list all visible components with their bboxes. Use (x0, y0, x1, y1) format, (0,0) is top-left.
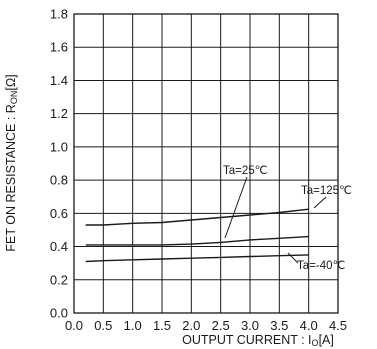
y-tick-label: 0.0 (50, 306, 68, 321)
y-tick-label: 1.0 (50, 139, 68, 154)
y-axis-label: FET ON RESISTANCE : RON[Ω] (4, 74, 19, 251)
y-tick-label: 1.8 (50, 7, 68, 22)
x-tick-label: 3.0 (241, 318, 259, 333)
y-tick-label: 0.2 (50, 272, 68, 287)
y-tick-label: 1.6 (50, 40, 68, 55)
x-tick-label: 2.0 (182, 318, 200, 333)
y-tick-label: 0.4 (50, 239, 68, 254)
x-tick-label: 1.0 (124, 318, 142, 333)
x-tick-label: 0.5 (94, 318, 112, 333)
x-tick-label: 4.5 (329, 318, 347, 333)
x-tick-label: 4.0 (300, 318, 318, 333)
annotation-ta-minus-40: Ta=-40℃ (297, 260, 345, 272)
x-tick-label: 3.5 (270, 318, 288, 333)
leader-ta-125 (313, 196, 327, 209)
y-tick-label: 1.2 (50, 106, 68, 121)
series-line-1 (85, 235, 309, 246)
series-line-2 (85, 254, 309, 263)
y-tick-labels: 0.0 0.2 0.4 0.6 0.8 1.0 1.2 1.4 1.6 1.8 (50, 7, 68, 321)
y-tick-label: 1.4 (50, 73, 68, 88)
x-tick-label: 0.0 (65, 318, 83, 333)
annotation-ta-125: Ta=125℃ (301, 185, 352, 197)
x-axis-label: OUTPUT CURRENT : IO[A] (182, 333, 334, 348)
x-tick-label: 1.5 (153, 318, 171, 333)
annotation-ta-25: Ta=25℃ (223, 165, 268, 177)
x-tick-labels: 0.0 0.5 1.0 1.5 2.0 2.5 3.0 3.5 4.0 4.5 (65, 318, 347, 333)
x-tick-label: 2.5 (212, 318, 230, 333)
series-group (85, 208, 309, 263)
series-line-0 (85, 208, 309, 226)
grid (74, 14, 338, 313)
leader-ta-minus-40 (287, 252, 299, 264)
plot-frame (73, 13, 339, 314)
y-tick-label: 0.8 (50, 173, 68, 188)
leader-ta-25 (224, 176, 248, 239)
y-tick-label: 0.6 (50, 206, 68, 221)
